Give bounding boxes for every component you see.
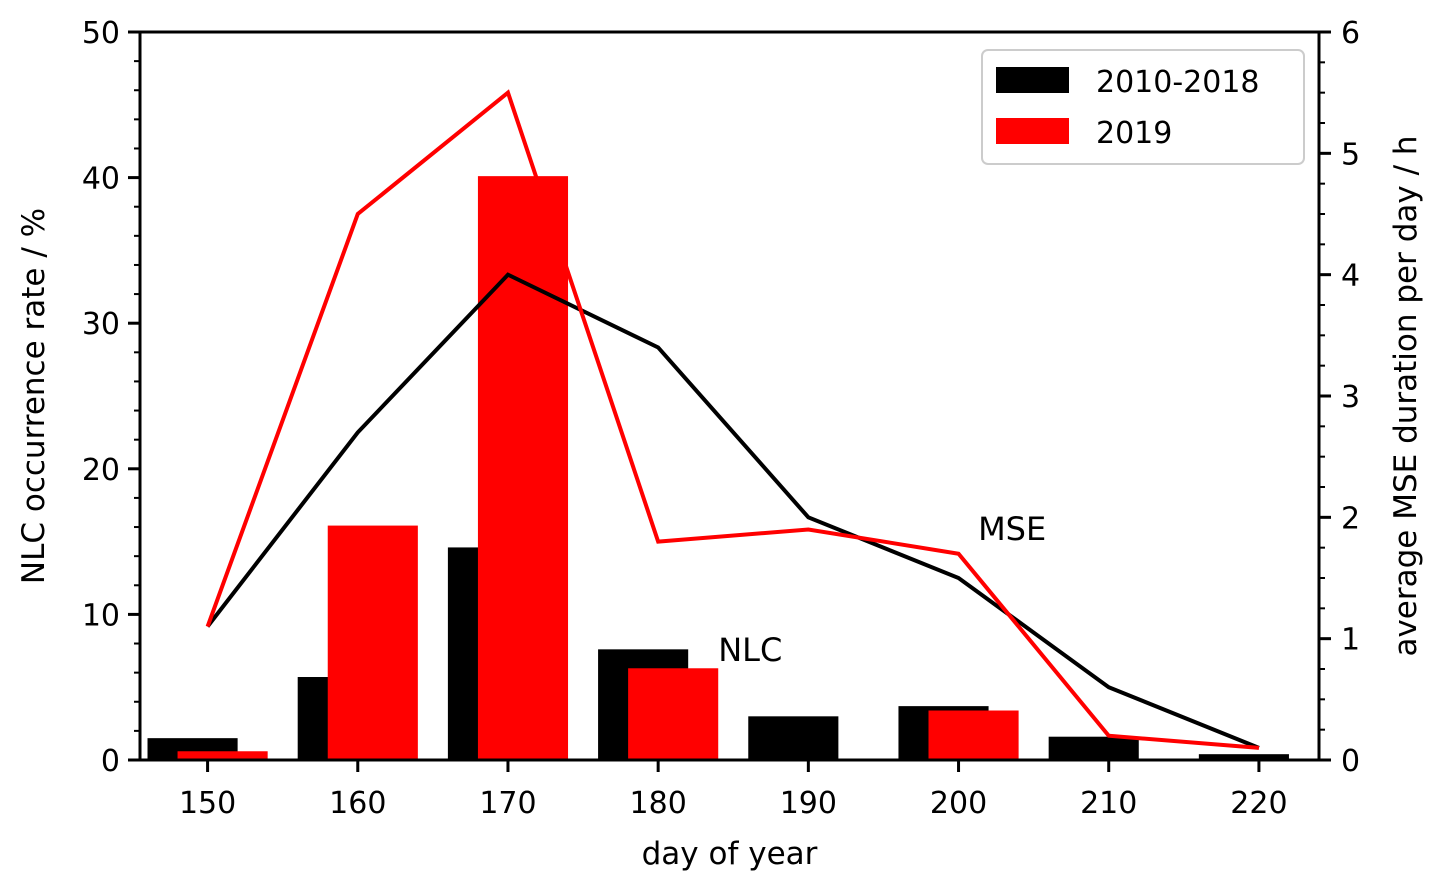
x-axis-label: day of year [642, 836, 818, 872]
bar-2019-170 [477, 176, 569, 760]
y-right-tick-label-2: 2 [1341, 501, 1360, 536]
lines-layer [205, 89, 1260, 750]
annotations-layer: NLC MSE [718, 510, 1046, 669]
y-right-tick-label-5: 5 [1341, 137, 1360, 172]
y-left-axis-label: NLC occurrence rate / % [16, 208, 52, 584]
y-left-tick-label-10: 10 [82, 598, 120, 633]
mse-line-2019 [205, 89, 1260, 750]
y-right-tick-label-6: 6 [1341, 16, 1360, 51]
bar-2019-200 [928, 710, 1019, 760]
y-right-axis-label: average MSE duration per day / h [1388, 135, 1424, 656]
x-tick-label-210: 210 [1080, 786, 1137, 821]
y-left-tick-label-50: 50 [82, 16, 120, 51]
legend-label-2019: 2019 [1096, 116, 1172, 151]
x-tick-label-190: 190 [780, 786, 837, 821]
bar-2010-2018-210 [1048, 736, 1139, 760]
x-tick-label-180: 180 [630, 786, 687, 821]
y-right-tick-label-4: 4 [1341, 259, 1360, 294]
y-right-tick-label-1: 1 [1341, 623, 1360, 658]
bar-2010-2018-190 [748, 716, 839, 760]
y-right-tick-label-0: 0 [1341, 744, 1360, 779]
annotation-mse: MSE [978, 510, 1046, 548]
bars-layer [147, 176, 1289, 760]
axes-layer: 150 160 170 180 190 200 210 220 0 10 20 30 40 50 0 1 2 3 4… [16, 16, 1424, 872]
bar-2019-180 [628, 668, 719, 760]
x-tick-label-200: 200 [930, 786, 987, 821]
annotation-nlc: NLC [718, 631, 782, 669]
y-left-tick-label-20: 20 [82, 453, 120, 488]
bar-2019-150 [177, 751, 268, 760]
y-left-tick-label-0: 0 [101, 744, 120, 779]
x-tick-label-220: 220 [1230, 786, 1287, 821]
legend-label-2010-2018: 2010-2018 [1096, 65, 1260, 100]
y-right-tick-label-3: 3 [1341, 380, 1360, 415]
y-left-tick-label-40: 40 [82, 162, 120, 197]
x-tick-label-150: 150 [179, 786, 236, 821]
x-tick-label-160: 160 [329, 786, 386, 821]
bar-2019-160 [327, 525, 418, 760]
legend-swatch-2019 [996, 118, 1069, 144]
mse-line-2010-2018 [206, 272, 1260, 750]
bar-2010-2018-220 [1198, 754, 1289, 760]
y-left-tick-label-30: 30 [82, 307, 120, 342]
legend-swatch-2010-2018 [996, 67, 1069, 93]
x-tick-label-170: 170 [479, 786, 536, 821]
legend: 2010-2018 2019 [981, 49, 1305, 165]
